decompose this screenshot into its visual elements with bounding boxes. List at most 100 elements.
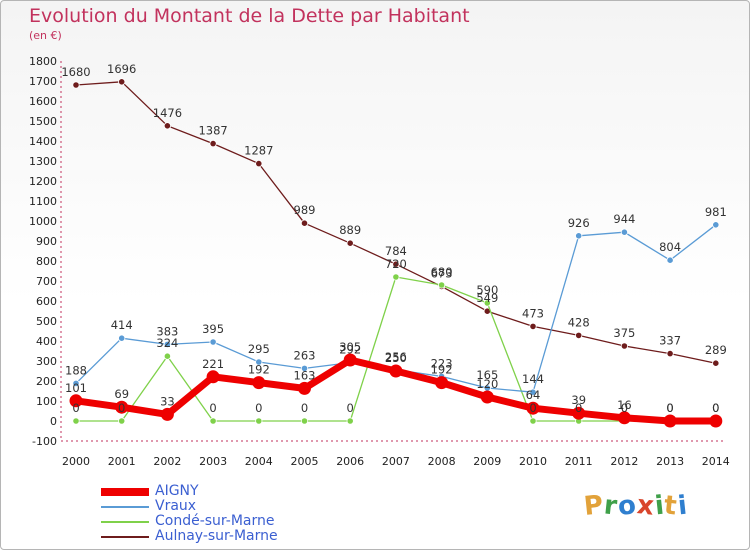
data-point bbox=[255, 160, 263, 168]
y-tick-label: 100 bbox=[36, 395, 57, 408]
data-label: 144 bbox=[522, 372, 544, 386]
data-point bbox=[572, 406, 586, 420]
data-label: 804 bbox=[659, 240, 681, 254]
legend-label: Aulnay-sur-Marne bbox=[155, 528, 278, 544]
x-tick-label: 2013 bbox=[656, 455, 684, 468]
data-label: 0 bbox=[529, 401, 536, 415]
x-tick-label: 2006 bbox=[336, 455, 364, 468]
data-label: 1387 bbox=[198, 124, 227, 138]
proxiti-logo: Proxiti bbox=[582, 490, 690, 522]
data-label: 0 bbox=[666, 401, 673, 415]
data-point bbox=[480, 390, 494, 404]
data-point bbox=[255, 417, 263, 425]
x-tick-label: 2014 bbox=[702, 455, 730, 468]
data-label: 0 bbox=[712, 401, 719, 415]
data-point bbox=[252, 376, 266, 390]
data-label: 0 bbox=[72, 401, 79, 415]
data-point bbox=[118, 334, 126, 342]
data-label: 120 bbox=[476, 377, 498, 391]
data-label: 16 bbox=[617, 398, 632, 412]
data-point bbox=[709, 414, 723, 428]
data-label: 989 bbox=[294, 203, 316, 217]
data-label: 292 bbox=[339, 343, 361, 357]
data-label: 889 bbox=[339, 223, 361, 237]
data-point bbox=[206, 370, 220, 384]
data-label: 0 bbox=[118, 401, 125, 415]
data-label: 192 bbox=[248, 363, 270, 377]
y-tick-label: 0 bbox=[50, 415, 57, 428]
data-point bbox=[160, 407, 174, 421]
chart-unit: (en €) bbox=[29, 29, 62, 42]
data-point bbox=[69, 394, 83, 408]
data-label: 188 bbox=[65, 363, 87, 377]
y-tick-label: 400 bbox=[36, 335, 57, 348]
data-point bbox=[392, 273, 400, 281]
data-point bbox=[209, 338, 217, 346]
data-label: 289 bbox=[705, 343, 727, 357]
data-point bbox=[298, 381, 311, 395]
data-label: 549 bbox=[476, 291, 498, 305]
data-point bbox=[118, 417, 126, 425]
y-tick-label: 1000 bbox=[29, 215, 57, 228]
data-point bbox=[72, 81, 80, 89]
data-label: 64 bbox=[526, 388, 541, 402]
data-point bbox=[617, 411, 631, 425]
x-tick-label: 2002 bbox=[153, 455, 181, 468]
data-point bbox=[529, 417, 537, 425]
data-label: 720 bbox=[385, 257, 407, 271]
data-label: 69 bbox=[114, 387, 129, 401]
data-label: 305 bbox=[339, 340, 361, 354]
data-point bbox=[346, 239, 354, 247]
data-label: 680 bbox=[431, 265, 453, 279]
chart-title: Evolution du Montant de la Dette par Hab… bbox=[29, 5, 470, 27]
legend-label: Vraux bbox=[155, 498, 197, 514]
data-label: 0 bbox=[347, 401, 354, 415]
data-point bbox=[712, 359, 720, 367]
data-point bbox=[209, 140, 217, 148]
x-tick-label: 2011 bbox=[565, 455, 593, 468]
data-label: 221 bbox=[202, 357, 224, 371]
data-point bbox=[255, 358, 263, 366]
data-label: 250 bbox=[385, 351, 407, 365]
data-point bbox=[663, 414, 677, 428]
data-label: 395 bbox=[202, 322, 224, 336]
y-tick-label: 300 bbox=[36, 355, 57, 368]
data-label: 414 bbox=[111, 318, 133, 332]
x-tick-label: 2003 bbox=[199, 455, 227, 468]
data-label: 163 bbox=[294, 368, 316, 382]
data-point bbox=[72, 417, 80, 425]
data-point bbox=[163, 122, 171, 130]
data-label: 324 bbox=[156, 336, 178, 350]
data-point bbox=[209, 417, 217, 425]
data-label: 33 bbox=[160, 394, 175, 408]
legend-swatch bbox=[101, 488, 149, 496]
data-label: 0 bbox=[575, 401, 582, 415]
y-tick-label: 600 bbox=[36, 295, 57, 308]
data-label: 926 bbox=[568, 216, 590, 230]
data-point bbox=[529, 322, 537, 330]
data-point bbox=[300, 417, 309, 425]
data-point bbox=[575, 232, 583, 240]
data-label: 673 bbox=[431, 266, 453, 280]
data-label: 1696 bbox=[107, 62, 136, 76]
data-point bbox=[72, 379, 80, 387]
data-label: 1680 bbox=[61, 65, 90, 79]
legend-label: AIGNY bbox=[155, 483, 199, 499]
x-tick-label: 2007 bbox=[382, 455, 410, 468]
data-point bbox=[575, 331, 583, 339]
data-label: 0 bbox=[621, 401, 628, 415]
y-tick-label: 500 bbox=[36, 315, 57, 328]
data-label: 590 bbox=[476, 283, 498, 297]
data-point bbox=[529, 388, 537, 396]
y-tick-label: -100 bbox=[32, 435, 57, 448]
data-label: 165 bbox=[476, 368, 498, 382]
y-tick-label: 200 bbox=[36, 375, 57, 388]
legend-swatch bbox=[101, 521, 149, 523]
data-point bbox=[712, 221, 720, 229]
y-tick-label: 700 bbox=[36, 275, 57, 288]
data-point bbox=[437, 281, 446, 289]
data-point bbox=[526, 401, 540, 415]
data-label: 375 bbox=[613, 326, 635, 340]
